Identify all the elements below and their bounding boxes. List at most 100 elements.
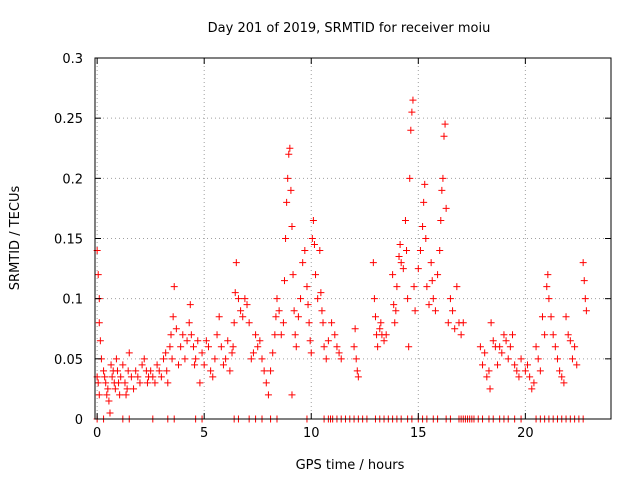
data-point: [284, 174, 292, 182]
data-point: [279, 319, 287, 327]
data-point: [198, 349, 206, 357]
data-point: [442, 204, 450, 212]
data-point: [123, 385, 131, 393]
data-point: [513, 367, 521, 375]
y-tick-label: 0: [75, 413, 83, 428]
data-point: [164, 379, 172, 387]
data-point: [106, 409, 114, 417]
data-point: [536, 367, 544, 375]
data-point: [317, 289, 325, 297]
data-point: [314, 295, 322, 303]
data-point: [310, 241, 318, 249]
data-point: [459, 319, 467, 327]
data-point: [107, 361, 115, 369]
data-point: [217, 343, 225, 351]
data-point: [429, 295, 437, 303]
data-point: [249, 349, 257, 357]
data-point: [226, 367, 234, 375]
data-point: [273, 295, 281, 303]
data-point: [457, 331, 465, 339]
data-point: [166, 343, 174, 351]
data-point: [292, 343, 300, 351]
data-point: [571, 343, 579, 351]
data-point: [287, 186, 295, 194]
data-point: [526, 373, 534, 381]
data-point: [288, 391, 296, 399]
data-point: [506, 343, 514, 351]
data-point: [487, 319, 495, 327]
data-point: [515, 373, 523, 381]
data-point: [494, 361, 502, 369]
data-point: [496, 343, 504, 351]
data-point: [228, 349, 236, 357]
data-point: [420, 198, 428, 206]
data-point: [247, 355, 255, 363]
data-point: [213, 331, 221, 339]
data-point: [136, 379, 144, 387]
data-point: [230, 319, 238, 327]
data-point: [211, 355, 219, 363]
data-point: [453, 283, 461, 291]
data-point: [580, 277, 588, 285]
data-point: [351, 325, 359, 333]
data-point: [104, 385, 112, 393]
data-point: [264, 391, 272, 399]
data-point: [581, 295, 589, 303]
data-point: [408, 108, 416, 116]
data-point: [528, 385, 536, 393]
data-point: [245, 319, 253, 327]
data-point: [239, 313, 247, 321]
data-point: [517, 355, 525, 363]
data-point: [95, 319, 103, 327]
data-point: [94, 271, 102, 279]
data-point: [200, 361, 208, 369]
data-point: [147, 367, 155, 375]
data-point: [428, 277, 436, 285]
data-point: [112, 355, 120, 363]
data-point: [568, 355, 576, 363]
data-point: [252, 331, 260, 339]
data-point: [407, 126, 415, 134]
data-point: [541, 331, 549, 339]
data-point: [451, 325, 459, 333]
data-point: [289, 271, 297, 279]
data-point: [498, 349, 506, 357]
data-point: [545, 295, 553, 303]
data-point: [331, 331, 339, 339]
data-point: [100, 367, 108, 375]
y-axis-title: SRMTID / TECUs: [8, 186, 23, 291]
data-point: [185, 319, 193, 327]
data-point: [209, 373, 217, 381]
data-point: [390, 301, 398, 309]
y-tick-label: 0.2: [62, 172, 83, 187]
data-point: [449, 307, 457, 315]
data-point: [115, 379, 123, 387]
data-point: [149, 373, 157, 381]
data-point: [352, 355, 360, 363]
data-point: [288, 222, 296, 230]
x-axis-title: GPS time / hours: [296, 458, 405, 473]
data-point: [102, 379, 110, 387]
x-tick-label: 15: [410, 426, 427, 441]
data-point: [437, 216, 445, 224]
data-point: [376, 325, 384, 333]
data-point: [132, 367, 140, 375]
data-point: [544, 271, 552, 279]
data-point: [219, 361, 227, 369]
data-point: [371, 313, 379, 321]
data-point: [556, 367, 564, 375]
data-point: [192, 355, 200, 363]
data-point: [538, 313, 546, 321]
data-point: [416, 247, 424, 255]
data-point: [105, 397, 113, 405]
y-tick-label: 0.3: [62, 52, 83, 67]
data-point: [547, 313, 555, 321]
data-point: [275, 307, 283, 315]
data-point: [393, 283, 401, 291]
data-point: [183, 337, 191, 345]
data-point: [425, 301, 433, 309]
data-point: [143, 379, 151, 387]
data-point: [444, 319, 452, 327]
data-point: [562, 313, 570, 321]
